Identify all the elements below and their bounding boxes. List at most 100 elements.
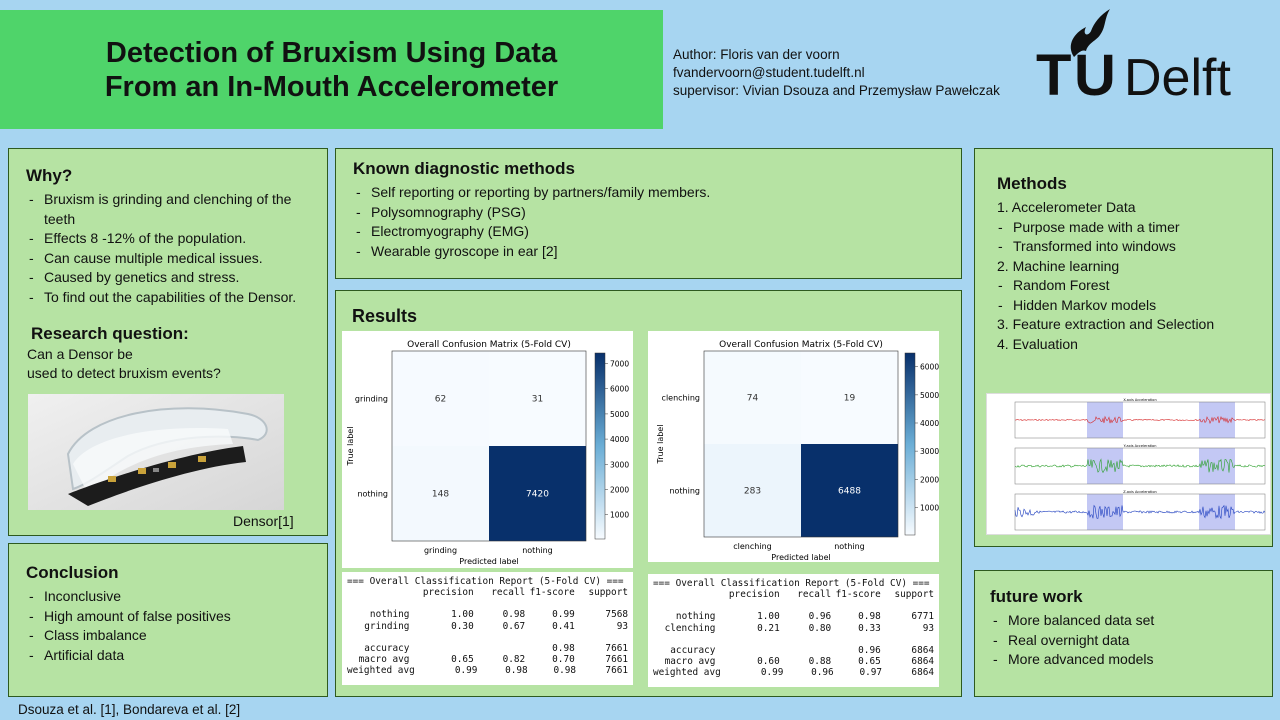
- report-row: accuracy 0.96 6864: [670, 644, 934, 656]
- x-tick-label: clenching: [733, 542, 771, 551]
- colorbar-tick-label: 4000: [610, 435, 629, 444]
- report-row: macro avg 0.60 0.88 0.65 6864: [664, 656, 934, 668]
- colorbar-tick-label: 6000: [920, 363, 939, 372]
- list-item: To find out the capabilities of the Dens…: [26, 288, 324, 308]
- research-question-line-2: used to detect bruxism events?: [27, 365, 221, 381]
- list-item: Can cause multiple medical issues.: [26, 249, 324, 269]
- cell-value-label: 6488: [838, 487, 861, 497]
- axis-frame: [1014, 447, 1266, 485]
- colorbar-tick-label: 2000: [610, 485, 629, 494]
- heatmap-cell: [392, 446, 489, 541]
- colorbar-tick-label: 1000: [920, 503, 939, 512]
- colorbar-tick-label: 7000: [610, 360, 629, 369]
- highlight-window: [1087, 448, 1123, 484]
- report-header: precision recall f1-score support: [422, 587, 628, 599]
- accelerometer-plot: X-axis Acceleration Y-axis Acceleration Z-…: [986, 393, 1271, 535]
- photo-caption: Densor[1]: [233, 513, 294, 529]
- colorbar-tick-label: 6000: [610, 385, 629, 394]
- signal-trace: [1014, 415, 1266, 425]
- research-question-heading: Research question:: [31, 324, 189, 343]
- densor-photo: [28, 394, 284, 510]
- tudelft-logo: T U Delft: [1036, 9, 1231, 100]
- chart-title: Overall Confusion Matrix (5-Fold CV): [719, 340, 883, 350]
- x-tick-label: grinding: [424, 546, 457, 555]
- heatmap-cell: [704, 351, 801, 444]
- conclusion-heading: Conclusion: [26, 563, 119, 582]
- colorbar-tick-label: 3000: [920, 447, 939, 456]
- logo-delft: Delft: [1124, 49, 1231, 100]
- methods-heading: Methods: [997, 174, 1067, 193]
- accel-panel-title: X-axis Acceleration: [1123, 398, 1156, 402]
- heatmap-cell: [489, 446, 586, 541]
- references-footer: Dsouza et al. [1], Bondareva et al. [2]: [18, 702, 241, 717]
- accel-panel-title: Y-axis Acceleration: [1124, 444, 1157, 448]
- list-item: Inconclusive: [26, 587, 324, 607]
- list-item: Polysomnography (PSG): [353, 203, 953, 223]
- cell-value-label: 7420: [526, 490, 549, 500]
- colorbar-tick-label: 1000: [610, 511, 629, 520]
- flame-icon: [1070, 9, 1110, 57]
- conclusion-list: Inconclusive High amount of false positi…: [26, 587, 324, 665]
- cell-value-label: 62: [435, 395, 446, 405]
- why-heading: Why?: [26, 166, 73, 185]
- report-row: nothing 1.00 0.96 0.98 6771: [675, 611, 934, 623]
- x-tick-label: nothing: [522, 546, 553, 555]
- y-axis-label: True label: [346, 427, 355, 467]
- list-item: High amount of false positives: [26, 607, 324, 627]
- logo-u: U: [1074, 43, 1116, 100]
- methods-step: 3. Feature extraction and Selection: [997, 316, 1215, 332]
- methods-bullet: - Purpose made with a timer: [998, 218, 1180, 235]
- list-item: Effects 8 -12% of the population.: [26, 229, 324, 249]
- x-tick-label: nothing: [834, 542, 865, 551]
- future-work-list: More balanced data set Real overnight da…: [990, 611, 1265, 670]
- heatmap-cell: [489, 351, 586, 446]
- list-item: Real overnight data: [990, 631, 1265, 651]
- heatmap-cell: [392, 351, 489, 446]
- list-item: Class imbalance: [26, 626, 324, 646]
- author-block: Author: Floris van der voorn fvandervoor…: [673, 46, 1000, 100]
- methods-step: 4. Evaluation: [997, 335, 1078, 352]
- report-row: nothing 1.00 0.98 0.99 7568: [369, 609, 628, 621]
- list-item: More advanced models: [990, 650, 1265, 670]
- report-header: precision recall f1-score support: [728, 589, 934, 601]
- methods-step: 2. Machine learning: [997, 257, 1120, 274]
- future-work-panel: future work More balanced data set Real …: [974, 570, 1273, 697]
- list-item: Self reporting or reporting by partners/…: [353, 183, 953, 203]
- cell-value-label: 19: [844, 394, 856, 404]
- future-work-heading: future work: [990, 587, 1083, 606]
- report-row: weighted avg 0.99 0.96 0.97 6864: [653, 667, 934, 679]
- list-item: Caused by genetics and stress.: [26, 268, 324, 288]
- author-name: Author: Floris van der voorn: [673, 47, 840, 62]
- highlight-window: [1199, 494, 1235, 530]
- report-row: macro avg 0.65 0.82 0.70 7661: [358, 654, 628, 666]
- heatmap-cell: [801, 444, 898, 537]
- heatmap-cell: [801, 351, 898, 444]
- poster-title: Detection of Bruxism Using Data From an …: [0, 10, 663, 129]
- methods-bullet: - Transformed into windows: [998, 238, 1176, 254]
- heatmap-cell: [704, 444, 801, 537]
- known-methods-heading: Known diagnostic methods: [353, 159, 575, 178]
- matrix-frame: [703, 350, 899, 538]
- y-axis-label: True label: [656, 425, 665, 465]
- cell-value-label: 31: [532, 395, 543, 405]
- report-row: grinding 0.30 0.67 0.41 93: [364, 620, 628, 632]
- highlight-window: [1087, 402, 1123, 438]
- list-item: Wearable gyroscope in ear [2]: [353, 242, 953, 262]
- accel-panel-title: Z-axis Acceleration: [1123, 490, 1156, 494]
- highlight-window: [1087, 494, 1123, 530]
- why-panel: Why? Bruxism is grinding and clenching o…: [8, 148, 328, 536]
- list-item: Bruxism is grinding and clenching of the…: [26, 190, 324, 229]
- report-row: weighted avg 0.99 0.98 0.98 7661: [347, 665, 628, 677]
- confusion-matrix-1: Overall Confusion Matrix (5-Fold CV) 62 31…: [342, 331, 633, 568]
- signal-trace: [1014, 458, 1266, 474]
- research-question-line-1: Can a Densor be: [27, 346, 133, 362]
- results-heading: Results: [352, 306, 418, 326]
- highlight-window: [1199, 402, 1235, 438]
- colorbar-tick-label: 2000: [920, 475, 939, 484]
- list-item: Electromyography (EMG): [353, 222, 953, 242]
- list-item: More balanced data set: [990, 611, 1265, 631]
- colorbar-tick-label: 5000: [920, 391, 939, 400]
- matrix-frame: [391, 350, 587, 542]
- y-tick-label: nothing: [357, 490, 388, 499]
- methods-list: 1. Accelerometer Data - Purpose made with …: [997, 198, 1267, 354]
